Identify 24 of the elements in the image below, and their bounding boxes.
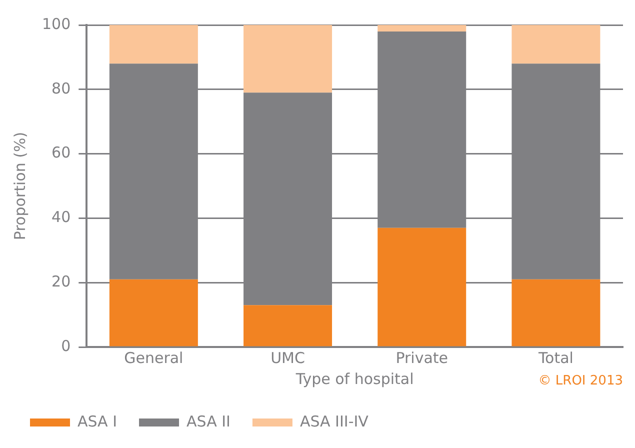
y-tick-label: 40 <box>52 208 71 226</box>
text: © LROI 2013 <box>538 373 623 388</box>
x-tick-label: Private <box>396 348 448 367</box>
bar <box>512 25 600 64</box>
y-tick-label: 100 <box>42 14 71 33</box>
x-tick-label: General <box>124 348 184 367</box>
bar <box>244 25 332 93</box>
y-tick-label: 80 <box>52 79 71 98</box>
bar <box>378 25 466 32</box>
y-tick-label: 60 <box>52 144 71 162</box>
y-tick-label: 0 <box>61 336 71 355</box>
x-tick-label: Total <box>537 348 574 367</box>
bar <box>109 279 198 346</box>
legend-label: ASA I <box>78 412 118 430</box>
bar <box>109 25 198 64</box>
bar <box>378 228 466 346</box>
legend-label: ASA III-IV <box>300 412 370 430</box>
y-tick-label: 20 <box>52 272 71 290</box>
x-tick-label: UMC <box>270 348 305 367</box>
bar <box>512 279 600 346</box>
y-axis-title: Proportion (%) <box>10 132 29 240</box>
legend-label: ASA II <box>186 412 230 430</box>
x-axis-title: Type of hospital <box>294 370 414 388</box>
bar <box>244 305 332 346</box>
